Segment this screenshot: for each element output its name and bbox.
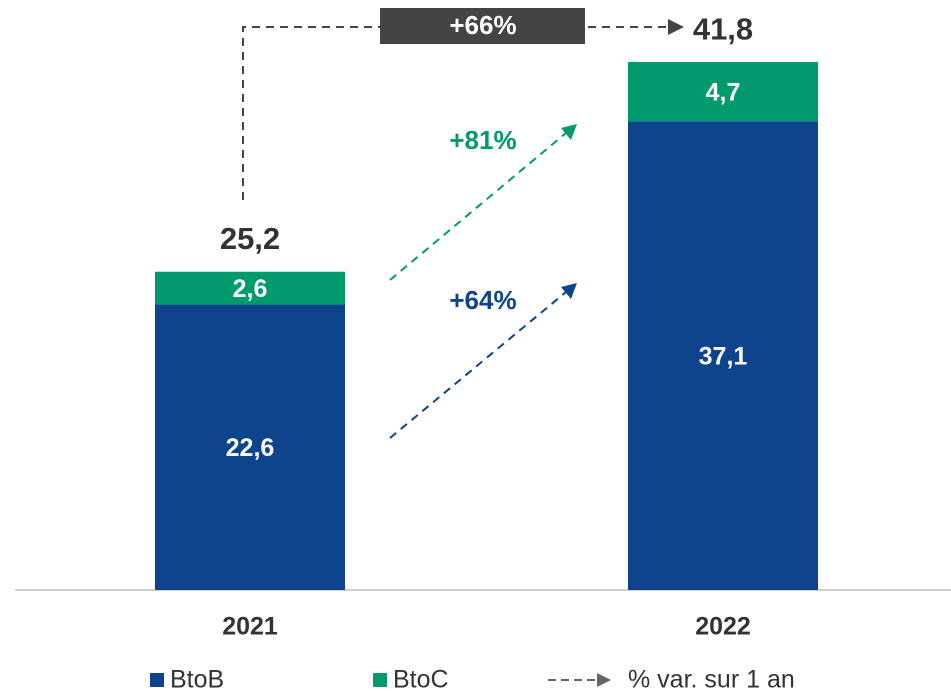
bar-segment: [628, 121, 818, 590]
arrow-head: [668, 19, 684, 35]
total-label: 25,2: [220, 221, 280, 256]
value-label: 2,6: [233, 275, 268, 303]
arrow-head: [561, 124, 577, 140]
btoc-change-arrow: [389, 132, 567, 281]
annotation: +64%: [449, 285, 516, 315]
legend-label: % var. sur 1 an: [628, 666, 795, 691]
x-tick-label: 2021: [222, 613, 278, 641]
value-label: 22,6: [226, 434, 275, 462]
x-tick-label: 2022: [695, 613, 751, 641]
bar-segment: [155, 271, 345, 305]
annotation: +66%: [449, 10, 516, 40]
btob-change-arrow: [389, 291, 567, 439]
bar-segment: [155, 304, 345, 590]
legend-label: BtoC: [393, 666, 449, 691]
annotation-box: [380, 8, 585, 44]
total-change-arrow: [242, 26, 668, 200]
legend-label: BtoB: [170, 666, 224, 691]
value-label: 37,1: [699, 342, 748, 370]
arrow-head: [561, 283, 577, 299]
legend-swatch: [150, 673, 164, 687]
total-label: 41,8: [693, 11, 753, 46]
value-label: 4,7: [706, 78, 741, 106]
legend-swatch: [373, 673, 387, 687]
bar-segment: [628, 62, 818, 122]
annotation: +81%: [449, 125, 516, 155]
arrow-head: [597, 673, 611, 687]
